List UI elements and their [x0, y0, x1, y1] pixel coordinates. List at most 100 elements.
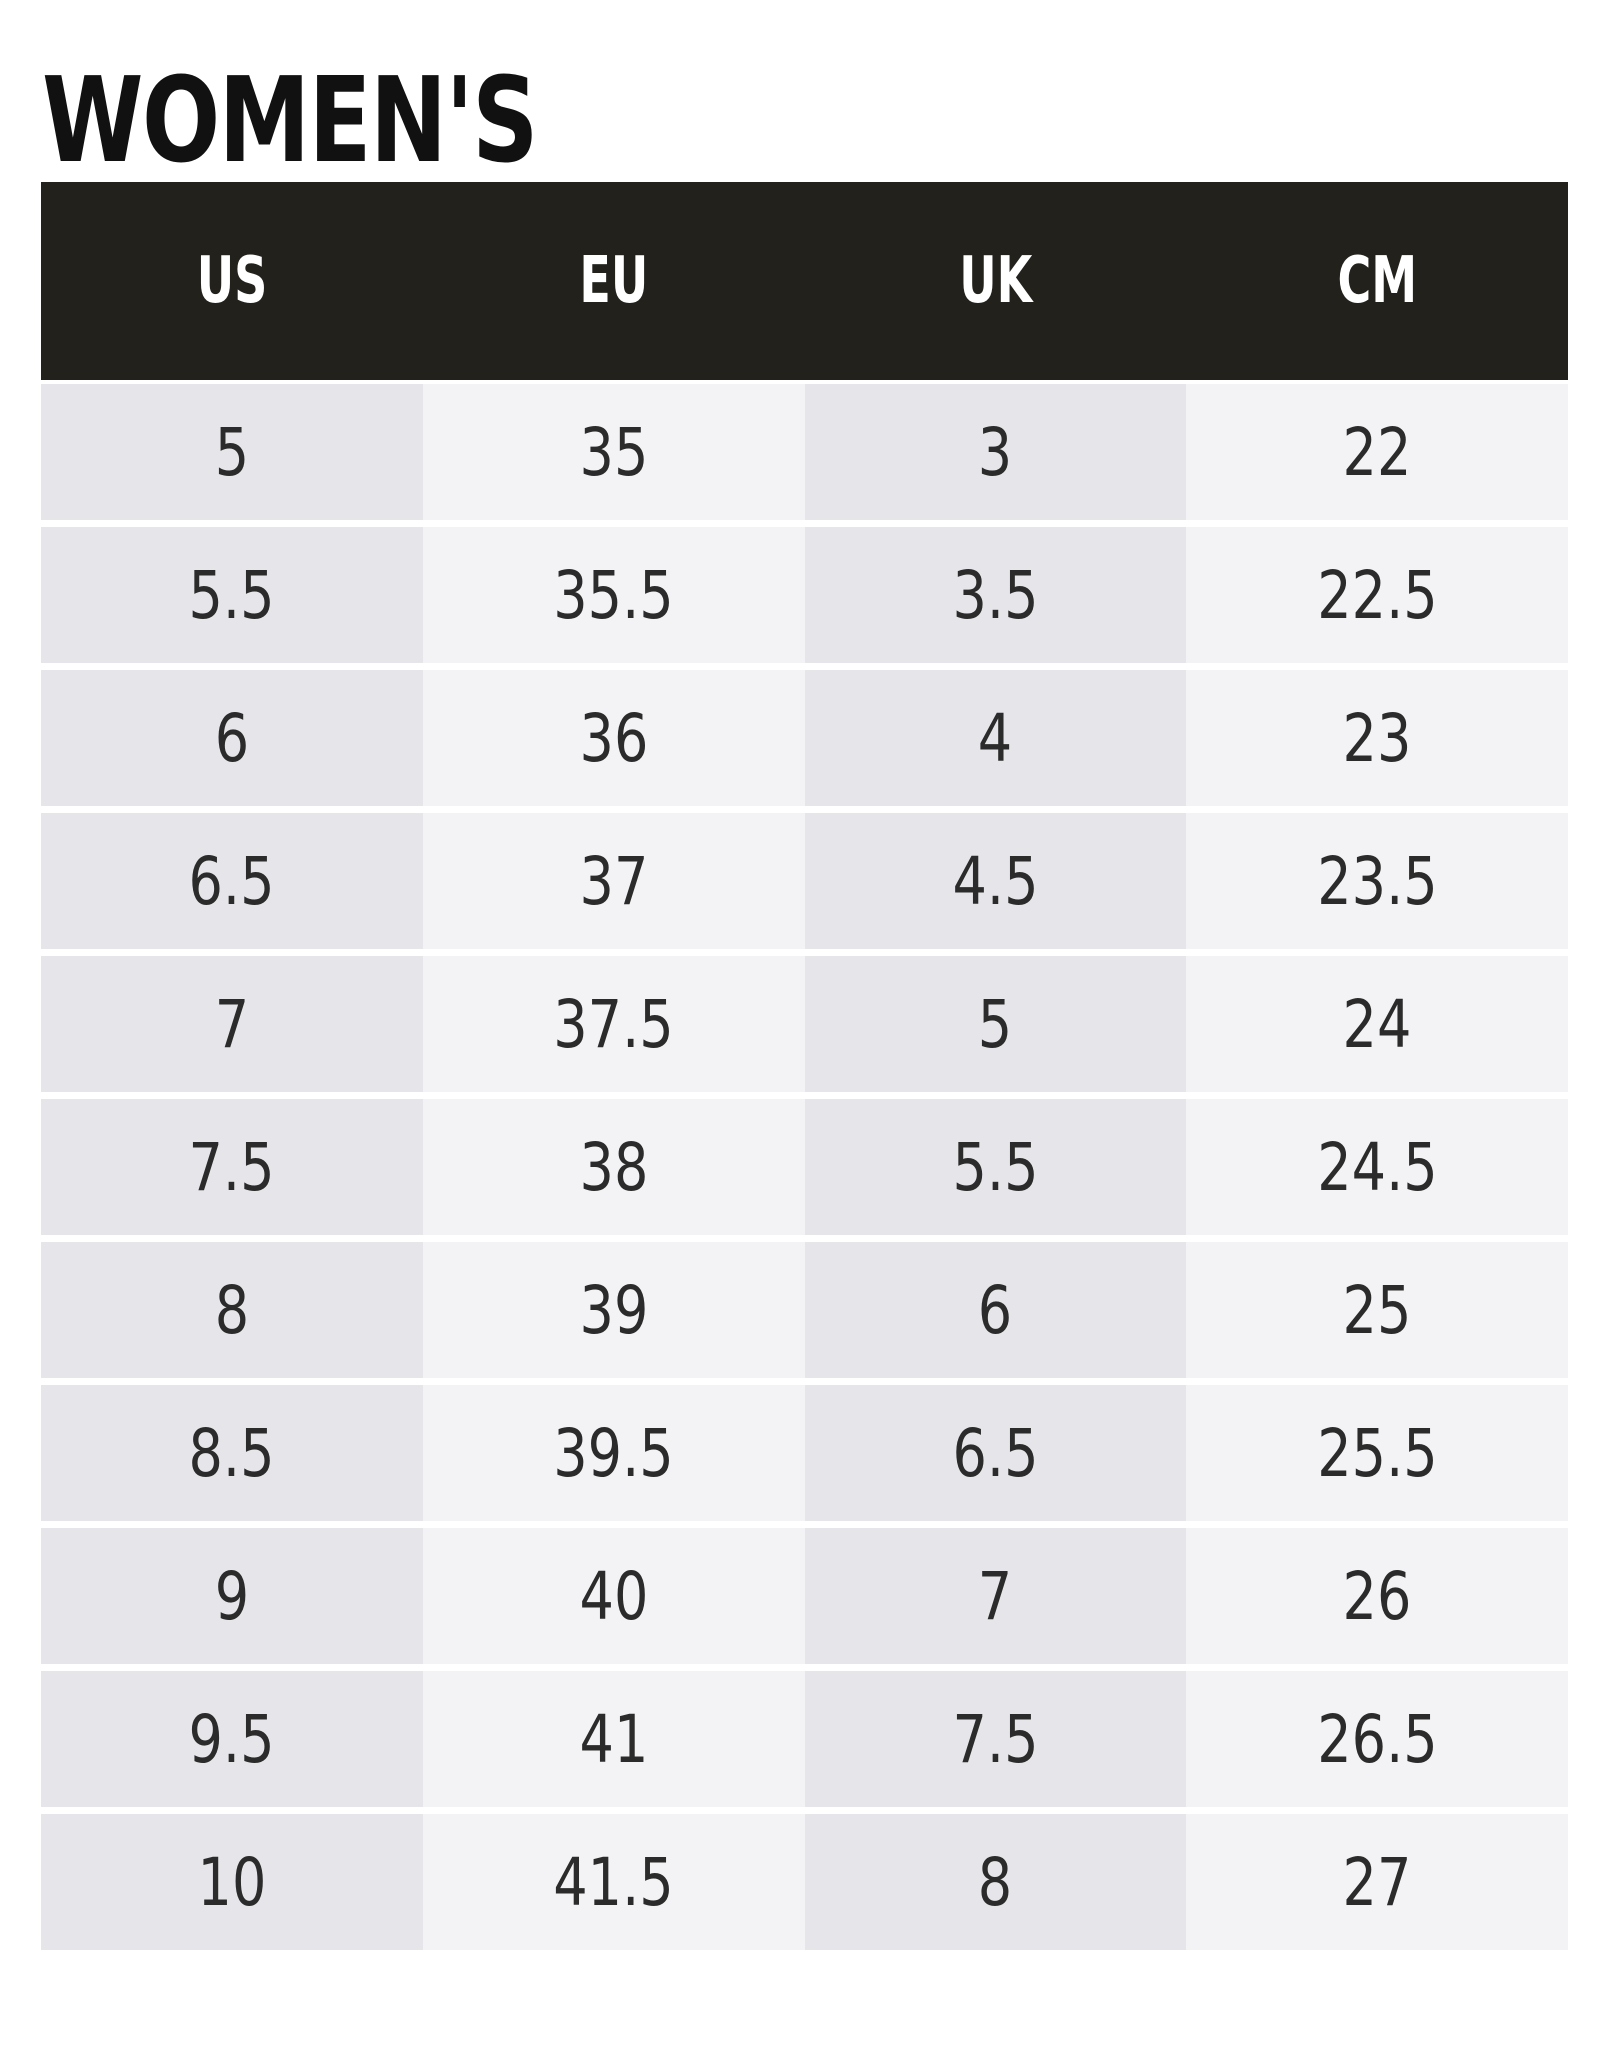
cell-value: 22: [1342, 413, 1412, 491]
cell-value: 7: [214, 985, 250, 1063]
cell-uk: 7.5: [804, 1671, 1187, 1807]
table-row: 7 37.5 5 24: [41, 956, 1568, 1092]
cell-cm: 23: [1186, 670, 1568, 806]
column-header-uk: UK: [805, 182, 1187, 380]
cell-us: 8: [41, 1242, 423, 1378]
table-row: 9.5 41 7.5 26.5: [41, 1671, 1568, 1807]
cell-value: 6.5: [188, 842, 275, 920]
cell-uk: 8: [804, 1814, 1187, 1950]
cell-eu: 41.5: [422, 1814, 805, 1950]
cell-eu: 37: [422, 813, 805, 949]
cell-value: 35: [579, 413, 649, 491]
cell-value: 6: [978, 1271, 1013, 1349]
cell-value: 26: [1342, 1557, 1412, 1635]
cell-value: 4.5: [952, 842, 1039, 920]
cell-us: 7.5: [41, 1099, 423, 1235]
cell-value: 8: [214, 1271, 250, 1349]
cell-value: 9.5: [188, 1700, 275, 1778]
column-header-label: US: [196, 244, 268, 318]
table-row: 5.5 35.5 3.5 22.5: [41, 527, 1568, 663]
cell-value: 6.5: [952, 1414, 1039, 1492]
column-header-label: EU: [579, 244, 649, 318]
cell-value: 36: [579, 699, 649, 777]
cell-eu: 39.5: [422, 1385, 805, 1521]
cell-us: 9: [41, 1528, 423, 1664]
cell-value: 7.5: [952, 1700, 1039, 1778]
table-header-row: US EU UK CM: [41, 182, 1568, 380]
cell-value: 5: [214, 413, 250, 491]
cell-value: 3: [978, 413, 1013, 491]
table-row: 8.5 39.5 6.5 25.5: [41, 1385, 1568, 1521]
cell-value: 37.5: [553, 985, 674, 1063]
cell-uk: 6.5: [804, 1385, 1187, 1521]
cell-value: 9: [214, 1557, 250, 1635]
cell-eu: 36: [422, 670, 805, 806]
cell-us: 7: [41, 956, 423, 1092]
cell-uk: 3: [804, 384, 1187, 520]
cell-value: 22.5: [1316, 556, 1438, 634]
cell-us: 6: [41, 670, 423, 806]
cell-cm: 24.5: [1186, 1099, 1568, 1235]
table-row: 5 35 3 22: [41, 384, 1568, 520]
cell-uk: 5.5: [804, 1099, 1187, 1235]
cell-eu: 41: [422, 1671, 805, 1807]
cell-value: 39: [579, 1271, 649, 1349]
cell-value: 7.5: [188, 1128, 275, 1206]
cell-us: 5.5: [41, 527, 423, 663]
cell-value: 41.5: [553, 1843, 674, 1921]
cell-value: 39.5: [553, 1414, 674, 1492]
cell-eu: 38: [422, 1099, 805, 1235]
cell-value: 3.5: [952, 556, 1039, 634]
cell-value: 5.5: [952, 1128, 1039, 1206]
cell-value: 24.5: [1316, 1128, 1438, 1206]
cell-value: 37: [579, 842, 649, 920]
column-header-label: CM: [1337, 244, 1417, 318]
cell-cm: 25.5: [1186, 1385, 1568, 1521]
cell-value: 24: [1342, 985, 1412, 1063]
cell-uk: 4: [804, 670, 1187, 806]
table-row: 7.5 38 5.5 24.5: [41, 1099, 1568, 1235]
cell-value: 40: [579, 1557, 649, 1635]
cell-value: 27: [1342, 1843, 1412, 1921]
cell-us: 8.5: [41, 1385, 423, 1521]
cell-value: 10: [197, 1843, 267, 1921]
cell-cm: 23.5: [1186, 813, 1568, 949]
cell-eu: 35: [422, 384, 805, 520]
cell-value: 6: [214, 699, 250, 777]
cell-eu: 37.5: [422, 956, 805, 1092]
cell-us: 10: [41, 1814, 423, 1950]
cell-uk: 4.5: [804, 813, 1187, 949]
size-chart-table: US EU UK CM 5 35 3 22 5.5 35.5 3.5 22.5 6 36 4 23 6.…: [41, 182, 1568, 1950]
column-header-label: UK: [958, 244, 1032, 318]
cell-cm: 26: [1186, 1528, 1568, 1664]
cell-us: 9.5: [41, 1671, 423, 1807]
table-row: 6 36 4 23: [41, 670, 1568, 806]
cell-value: 23: [1342, 699, 1412, 777]
cell-us: 6.5: [41, 813, 423, 949]
cell-value: 25.5: [1316, 1414, 1438, 1492]
cell-value: 23.5: [1316, 842, 1438, 920]
column-header-eu: EU: [423, 182, 805, 380]
cell-uk: 6: [804, 1242, 1187, 1378]
cell-cm: 27: [1186, 1814, 1568, 1950]
cell-value: 41: [579, 1700, 649, 1778]
table-body: 5 35 3 22 5.5 35.5 3.5 22.5 6 36 4 23 6.5 37 4.5 23.5 7 3…: [41, 380, 1568, 1950]
cell-value: 5.5: [188, 556, 275, 634]
cell-cm: 22: [1186, 384, 1568, 520]
cell-cm: 26.5: [1186, 1671, 1568, 1807]
cell-cm: 22.5: [1186, 527, 1568, 663]
cell-value: 7: [978, 1557, 1013, 1635]
cell-uk: 5: [804, 956, 1187, 1092]
cell-eu: 39: [422, 1242, 805, 1378]
cell-value: 25: [1342, 1271, 1412, 1349]
column-header-cm: CM: [1186, 182, 1568, 380]
cell-value: 26.5: [1316, 1700, 1438, 1778]
cell-eu: 35.5: [422, 527, 805, 663]
cell-value: 38: [579, 1128, 649, 1206]
cell-cm: 25: [1186, 1242, 1568, 1378]
column-header-us: US: [41, 182, 423, 380]
table-row: 9 40 7 26: [41, 1528, 1568, 1664]
table-row: 6.5 37 4.5 23.5: [41, 813, 1568, 949]
table-row: 10 41.5 8 27: [41, 1814, 1568, 1950]
cell-value: 8.5: [188, 1414, 275, 1492]
